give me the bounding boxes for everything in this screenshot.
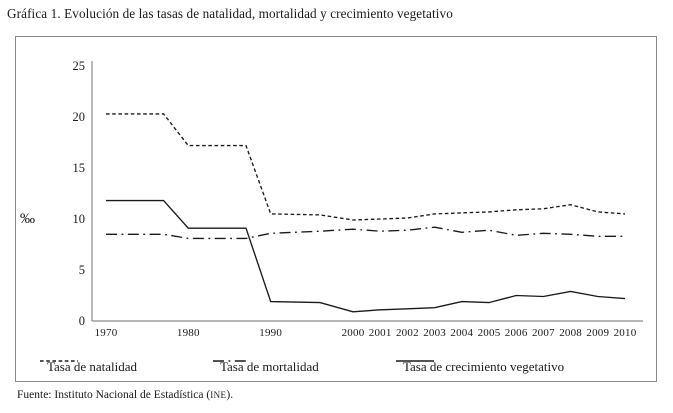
series-line-natalidad — [106, 113, 626, 221]
y-tick-label-25: 25 — [72, 58, 86, 73]
x-tick-label-2002: 2002 — [395, 327, 419, 339]
x-tick-label-1990: 1990 — [259, 327, 283, 339]
series-line-crecimiento-vegetativo — [106, 199, 626, 313]
y-tick-label-15: 15 — [72, 160, 86, 175]
y-axis-unit-label: ‰ — [20, 211, 35, 227]
x-tick-label-2008: 2008 — [559, 327, 582, 339]
x-tick-label-2004: 2004 — [450, 327, 474, 339]
x-tick-label-2009: 2009 — [586, 327, 610, 339]
y-tick-label-10: 10 — [72, 211, 86, 226]
x-tick-label-2007: 2007 — [531, 327, 555, 339]
source-note-text: Fuente: Instituto Nacional de Estadístic… — [17, 389, 211, 401]
x-tick-label-1970: 1970 — [94, 327, 118, 339]
chart-title: Gráfica 1. Evolución de las tasas de nat… — [7, 6, 453, 21]
x-tick-label-2005: 2005 — [477, 327, 501, 339]
x-tick-label-2003: 2003 — [423, 327, 446, 339]
legend-label-mortalidad: Tasa de mortalidad — [220, 359, 319, 374]
x-tick-label-2010: 2010 — [613, 327, 637, 339]
chart-canvas — [91, 61, 643, 322]
source-note-acronym: INE — [210, 390, 227, 400]
y-tick-label-0: 0 — [78, 313, 85, 328]
x-tick-label-1980: 1980 — [176, 327, 200, 339]
x-tick-label-2001: 2001 — [368, 327, 392, 339]
legend-item-natalidad: Tasa de natalidad — [40, 357, 137, 377]
legend-label-natalidad: Tasa de natalidad — [47, 359, 138, 374]
source-note-suffix: ). — [226, 389, 234, 401]
x-tick-label-2006: 2006 — [504, 327, 528, 339]
legend-item-mortalidad: Tasa de mortalidad — [213, 357, 319, 377]
series-line-mortalidad — [106, 226, 625, 240]
x-tick-label-2000: 2000 — [341, 327, 365, 339]
source-note: Fuente: Instituto Nacional de Estadístic… — [17, 389, 233, 401]
y-tick-label-5: 5 — [78, 262, 85, 277]
chart-frame: ‰ 0 5 10 15 20 25 1970 1980 1990 2000 2001 2002 200… — [15, 36, 657, 382]
y-tick-label-20: 20 — [72, 109, 86, 124]
legend-label-crecimiento-vegetativo: Tasa de crecimiento vegetativo — [403, 359, 565, 374]
legend-item-crecimiento-vegetativo: Tasa de crecimiento vegetativo — [396, 357, 564, 377]
